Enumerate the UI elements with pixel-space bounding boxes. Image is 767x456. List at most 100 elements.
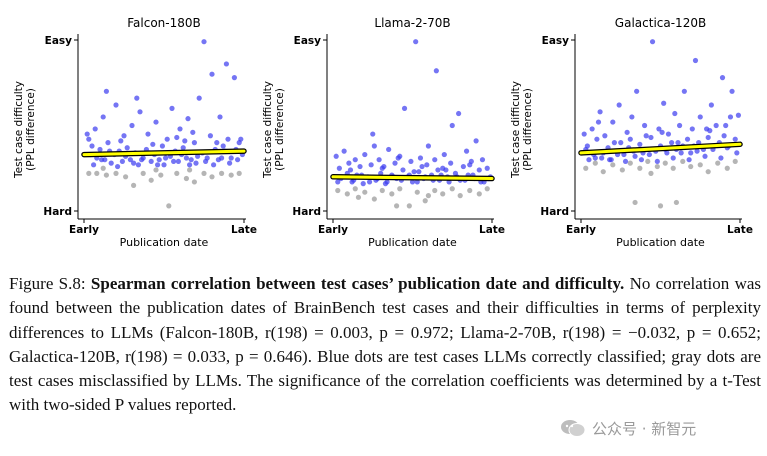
data-point-correct — [708, 102, 714, 108]
data-point-correct — [182, 138, 188, 144]
data-point-correct — [368, 162, 374, 168]
data-point-correct — [99, 157, 105, 163]
x-tick-label: Late — [727, 224, 753, 236]
data-point-correct — [686, 157, 692, 163]
data-point-correct — [729, 88, 735, 94]
data-point-correct — [689, 126, 695, 132]
data-point-correct — [727, 114, 734, 120]
data-point-correct — [92, 126, 98, 132]
data-point-misclassified — [389, 191, 395, 197]
watermark: 公众号 · 新智元 — [560, 417, 760, 439]
data-point-misclassified — [673, 199, 680, 206]
data-point-misclassified — [183, 175, 189, 182]
y-axis-label: Test case difficulty — [510, 81, 522, 179]
data-point-correct — [145, 131, 151, 137]
data-point-correct — [86, 136, 92, 142]
charts-figure: Falcon-180B Easy Hard Early Late Publication … — [13, 16, 753, 249]
data-point-correct — [346, 160, 352, 166]
data-point-misclassified — [355, 194, 362, 200]
data-point-correct — [719, 75, 726, 81]
data-point-correct — [225, 136, 231, 142]
data-point-correct — [97, 146, 103, 153]
data-point-correct — [124, 145, 130, 151]
data-point-correct — [371, 143, 377, 149]
data-point-correct — [654, 158, 660, 165]
data-point-correct — [195, 153, 201, 159]
data-point-correct — [433, 68, 439, 74]
data-point-misclassified — [379, 187, 385, 194]
data-point-misclassified — [187, 167, 193, 173]
data-point-correct — [395, 155, 401, 161]
data-point-misclassified — [86, 170, 92, 176]
data-point-misclassified — [140, 170, 146, 176]
data-point-correct — [177, 126, 183, 132]
data-point-correct — [134, 95, 140, 101]
data-point-correct — [627, 136, 633, 142]
data-point-correct — [209, 71, 215, 77]
data-point-correct — [622, 158, 629, 165]
data-point-correct — [357, 163, 363, 170]
data-point-correct — [416, 169, 422, 175]
data-point-correct — [694, 148, 700, 154]
y-tick-label: Hard — [43, 206, 72, 218]
data-point-correct — [473, 138, 479, 144]
y-tick-label: Hard — [292, 206, 321, 218]
data-point-correct — [479, 157, 486, 163]
data-point-correct — [347, 167, 354, 173]
data-point-misclassified — [600, 169, 606, 175]
data-point-correct — [185, 116, 191, 122]
data-point-misclassified — [394, 203, 400, 209]
trend-line — [82, 149, 246, 157]
data-point-correct — [676, 122, 683, 129]
data-point-misclassified — [158, 172, 164, 178]
data-point-correct — [153, 119, 159, 125]
data-point-correct — [196, 95, 202, 101]
data-point-correct — [113, 102, 119, 108]
data-point-misclassified — [484, 186, 490, 192]
x-axis-label: Publication date — [368, 236, 457, 249]
data-point-misclassified — [610, 162, 616, 168]
chart-title: Galactica-120B — [615, 16, 706, 30]
data-point-correct — [341, 148, 347, 154]
data-point-correct — [592, 155, 598, 161]
data-point-correct — [408, 158, 414, 165]
data-point-misclassified — [670, 165, 676, 171]
data-point-misclassified — [397, 186, 403, 192]
data-point-correct — [131, 160, 137, 166]
data-point-correct — [188, 157, 194, 163]
data-point-correct — [336, 165, 342, 171]
data-point-correct — [681, 88, 687, 94]
data-point-correct — [191, 140, 197, 146]
data-point-misclassified — [724, 165, 730, 171]
data-point-correct — [217, 114, 223, 120]
data-point-misclassified — [352, 186, 358, 192]
data-point-correct — [414, 179, 420, 185]
data-point-misclassified — [123, 174, 129, 180]
data-point-correct — [417, 155, 424, 161]
data-point-correct — [732, 136, 738, 142]
data-point-correct — [214, 140, 220, 146]
data-point-misclassified — [236, 170, 242, 176]
data-point-misclassified — [201, 170, 207, 176]
y-axis-label-sub: (PPL difference) — [25, 88, 37, 171]
data-point-correct — [360, 181, 366, 187]
x-axis-label: Publication date — [616, 236, 705, 249]
data-point-correct — [684, 136, 691, 142]
data-point-correct — [607, 157, 613, 163]
data-point-correct — [595, 119, 602, 125]
data-point-correct — [632, 153, 638, 159]
data-point-correct — [211, 162, 217, 168]
data-point-misclassified — [422, 198, 428, 204]
data-point-correct — [187, 162, 193, 168]
data-point-correct — [672, 110, 678, 117]
data-point-misclassified — [637, 165, 643, 171]
data-point-correct — [718, 155, 724, 161]
data-point-correct — [705, 134, 711, 141]
data-point-misclassified — [688, 163, 694, 170]
data-point-correct — [135, 162, 141, 168]
data-point-correct — [646, 151, 652, 158]
data-point-correct — [643, 133, 649, 139]
data-point-correct — [159, 143, 165, 149]
y-axis-label-sub: (PPL difference) — [522, 88, 534, 171]
data-point-correct — [659, 129, 665, 135]
